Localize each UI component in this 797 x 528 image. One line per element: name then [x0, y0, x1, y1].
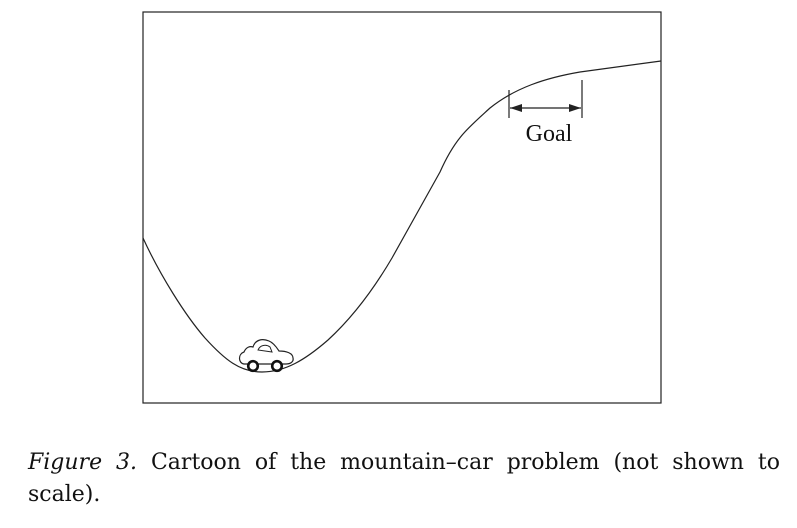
- car-icon: [238, 339, 294, 373]
- mountain-curve: [142, 60, 662, 373]
- car-body: [238, 339, 294, 365]
- figure-caption: Figure 3. Cartoon of the mountain–car pr…: [28, 447, 780, 511]
- goal-marker: Goal: [508, 80, 583, 147]
- diagram-frame: [142, 11, 662, 404]
- figure-caption-label: Figure 3.: [28, 450, 138, 475]
- goal-label: Goal: [526, 121, 573, 147]
- car-window: [257, 344, 273, 353]
- goal-arrowhead-left: [510, 104, 522, 112]
- figure-caption-text: Cartoon of the mountain–car problem (not…: [28, 450, 780, 507]
- goal-arrowhead-right: [569, 104, 581, 112]
- car-wheel-left: [246, 359, 260, 373]
- car-wheel-right: [270, 359, 284, 373]
- mountain-car-diagram: Goal: [142, 11, 662, 404]
